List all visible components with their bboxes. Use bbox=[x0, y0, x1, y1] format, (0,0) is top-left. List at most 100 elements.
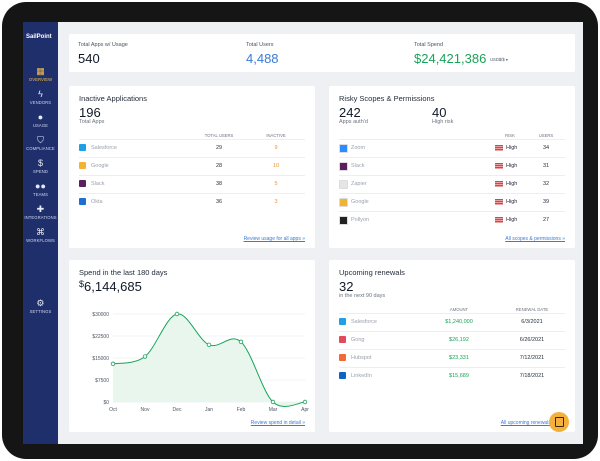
sidebar-item-teams[interactable]: ●● TEAMS bbox=[23, 181, 58, 197]
currency-select[interactable]: USD$/$ ▾ bbox=[490, 57, 508, 62]
table-row[interactable]: Hubspot $23,331 7/12/2021 bbox=[339, 349, 565, 367]
spend-currency: $ bbox=[79, 279, 85, 289]
users-value: 39 bbox=[542, 199, 550, 205]
data-point bbox=[238, 339, 244, 345]
data-point bbox=[142, 354, 148, 359]
data-point bbox=[206, 342, 212, 347]
puzzle-icon: ✚ bbox=[36, 204, 45, 214]
risk-level: High bbox=[506, 163, 518, 169]
app-name: Okta bbox=[91, 199, 103, 205]
sidebar-item-usage[interactable]: ● USAGE bbox=[23, 112, 58, 128]
app-name: Slack bbox=[351, 163, 365, 169]
app-icon bbox=[339, 318, 346, 325]
risk-icon bbox=[495, 181, 503, 187]
y-tick-label: $30000 bbox=[92, 312, 109, 318]
app-name: Hubspot bbox=[351, 355, 372, 361]
app-name: Pollyon bbox=[351, 217, 370, 223]
app-name: Salesforce bbox=[91, 145, 117, 151]
card-title: Inactive Applications bbox=[79, 94, 147, 103]
table-row[interactable]: Google 28 10 bbox=[79, 157, 305, 175]
sidebar-item-label: WORKFLOWS bbox=[26, 238, 55, 243]
sidebar-item-label: TEAMS bbox=[33, 192, 48, 197]
table-row[interactable]: Pollyon High 27 bbox=[339, 211, 565, 229]
sidebar-item-integrations[interactable]: ✚ INTEGRATIONS bbox=[23, 204, 58, 220]
app-icon bbox=[339, 372, 346, 379]
app-icon bbox=[339, 336, 346, 343]
workflow-icon: ⌘ bbox=[35, 227, 46, 237]
table-row[interactable]: Zoom High 34 bbox=[339, 139, 565, 157]
amount-value: $23,331 bbox=[449, 355, 469, 361]
sidebar-item-overview[interactable]: ▦ OVERVIEW bbox=[23, 66, 58, 82]
users-icon: ●● bbox=[34, 181, 47, 191]
app-name: Zoom bbox=[351, 145, 366, 151]
review-spend-link[interactable]: Review spend in detail » bbox=[250, 420, 305, 426]
sidebar-item-label: SETTINGS bbox=[29, 309, 52, 314]
table-row[interactable]: Slack High 31 bbox=[339, 157, 565, 175]
sidebar-item-vendors[interactable]: ϟ VENDORS bbox=[23, 89, 58, 105]
table-row[interactable]: Gong $26,192 6/26/2021 bbox=[339, 331, 565, 349]
sidebar-item-spend[interactable]: $ SPEND bbox=[23, 158, 58, 174]
sidebar-item-label: INTEGRATIONS bbox=[24, 215, 57, 220]
high-risk-count: 40 bbox=[432, 105, 447, 120]
app-name: Google bbox=[351, 199, 369, 205]
amount-value: $15,689 bbox=[449, 373, 469, 379]
app-icon bbox=[79, 198, 86, 205]
apps-authd-count: 242 bbox=[339, 105, 361, 120]
all-renewals-link[interactable]: All upcoming renewals » bbox=[500, 420, 555, 426]
risk-level: High bbox=[506, 199, 518, 205]
table-row[interactable]: LinkedIn $15,689 7/18/2021 bbox=[339, 367, 565, 385]
table-row[interactable]: Salesforce $1,240,000 6/3/2021 bbox=[339, 313, 565, 331]
app-icon bbox=[339, 162, 348, 171]
card-title: Risky Scopes & Permissions bbox=[339, 94, 435, 103]
total-users-value: 38 bbox=[215, 181, 223, 187]
inactive-users-value: 10 bbox=[272, 163, 280, 169]
risk-icon bbox=[495, 217, 503, 223]
inactive-users-value: 3 bbox=[274, 199, 278, 205]
sidebar-item-settings[interactable]: ⚙ SETTINGS bbox=[23, 298, 58, 314]
col-users: USERS bbox=[538, 133, 554, 138]
x-tick-label: Jan bbox=[205, 407, 213, 413]
card-title: Upcoming renewals bbox=[339, 268, 405, 277]
app-name: Salesforce bbox=[351, 319, 377, 325]
total-apps-label: Total Apps w/ Usage bbox=[78, 42, 128, 48]
app-name: Google bbox=[91, 163, 109, 169]
review-usage-link[interactable]: Review usage for all apps » bbox=[243, 236, 305, 242]
chat-widget-button[interactable] bbox=[549, 412, 569, 432]
table-row[interactable]: Okta 36 3 bbox=[79, 193, 305, 211]
all-scopes-link[interactable]: All scopes & permissions » bbox=[505, 236, 565, 242]
col-total-users: TOTAL USERS bbox=[204, 133, 234, 138]
table-row[interactable]: Zapier High 32 bbox=[339, 175, 565, 193]
spend-amount: 6,144,685 bbox=[84, 279, 142, 294]
risk-level: High bbox=[506, 217, 518, 223]
sidebar: SailPoint ▦ OVERVIEW ϟ VENDORS ● USAGE ⛉ COMPLI… bbox=[23, 22, 58, 444]
app-icon bbox=[339, 144, 348, 153]
renewals-count: 32 bbox=[339, 279, 354, 294]
data-point bbox=[270, 399, 276, 405]
app-icon bbox=[79, 180, 86, 187]
renewals-count-label: in the next 90 days bbox=[339, 293, 386, 299]
table-row[interactable]: Salesforce 29 9 bbox=[79, 139, 305, 157]
inactive-count-label: Total Apps bbox=[79, 119, 105, 125]
sidebar-item-workflows[interactable]: ⌘ WORKFLOWS bbox=[23, 227, 58, 243]
total-users-value: 4,488 bbox=[246, 51, 279, 66]
inactive-apps-card: Inactive Applications 196 Total Apps TOT… bbox=[69, 86, 315, 248]
users-value: 27 bbox=[542, 217, 550, 223]
sidebar-item-compliance[interactable]: ⛉ COMPLIANCE bbox=[23, 135, 58, 151]
table-row[interactable]: Google High 39 bbox=[339, 193, 565, 211]
card-title: Spend in the last 180 days bbox=[79, 268, 168, 277]
x-tick-label: Dec bbox=[173, 407, 182, 413]
risk-level: High bbox=[506, 181, 518, 187]
brand-logo: SailPoint bbox=[26, 34, 52, 40]
app-name: LinkedIn bbox=[351, 373, 372, 379]
app-icon bbox=[339, 180, 348, 189]
data-point bbox=[302, 399, 308, 405]
app-name: Slack bbox=[91, 181, 105, 187]
app-name: Zapier bbox=[351, 181, 367, 187]
total-spend-label: Total Spend bbox=[414, 42, 444, 48]
amount-value: $1,240,000 bbox=[445, 319, 473, 325]
apps-authd-label: Apps auth'd bbox=[339, 119, 368, 125]
spend-value: $6,144,685 bbox=[79, 279, 142, 294]
table-row[interactable]: Slack 38 5 bbox=[79, 175, 305, 193]
amount-value: $26,192 bbox=[449, 337, 469, 343]
dollar-icon: $ bbox=[37, 158, 44, 168]
